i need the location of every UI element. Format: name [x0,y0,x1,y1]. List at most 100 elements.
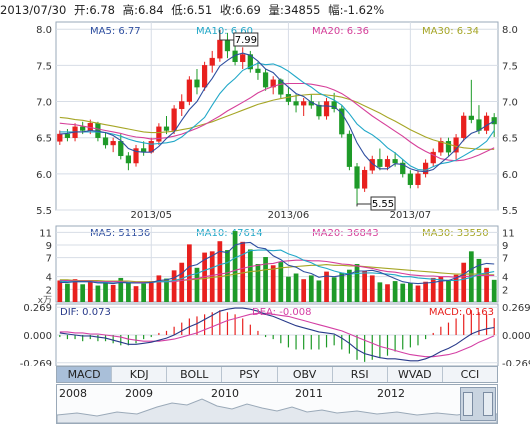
volume-bar-down [164,278,169,302]
volume-bar-down [392,281,398,302]
volume-bar-up [453,274,459,302]
volume-y-tick-left: 2 [46,285,52,296]
volume-bar-down [65,283,70,302]
timeline-grip-left[interactable] [463,392,473,416]
candle-up [384,159,391,167]
volume-bar-up [438,276,444,302]
volume-bar-down [255,264,261,302]
volume-bar-up [171,270,177,302]
volume-legend-ma30: MA30: 33550 [422,228,489,239]
volume-bar-up [324,271,329,302]
volume-bar-up [415,285,421,302]
volume-legend-ma20: MA20: 36843 [312,228,379,239]
volume-bar-up [484,267,489,302]
timeline-grip-right[interactable] [483,392,493,416]
candle-down [262,72,269,88]
candle-up [323,101,330,117]
price-legend-ma10: MA10: 6.60 [196,26,253,37]
volume-bar-down [103,283,108,302]
macd-dea-legend: DEA: -0.008 [252,307,311,318]
timeline-year-2012: 2012 [377,387,405,400]
tab-rsi[interactable]: RSI [333,367,388,382]
volume-bar-down [308,275,314,302]
candle-down [339,108,345,135]
candle-down [392,159,398,164]
macd-dif-line [59,307,495,362]
candle-up [201,65,208,88]
timeline-overview-line [57,398,497,423]
price-legend-ma5: MA5: 6.77 [90,26,141,37]
price-x-tick: 2013/06 [268,210,310,221]
tab-cci[interactable]: CCI [460,368,480,381]
price-y-tick-right: 7.0 [502,98,518,109]
candle-up [186,79,192,102]
price-y-tick-left: 5.5 [36,206,52,217]
candle-up [179,101,185,110]
candle-down [194,79,200,88]
tab-kdj[interactable]: KDJ [112,367,168,382]
change-value: -1.62% [343,3,385,17]
candle-down [125,155,132,164]
candle-down [80,126,86,131]
macd-y-tick-left: 0.000 [23,331,52,342]
quote-date: 2013/07/30 [0,3,67,17]
volume-bar-down [225,250,230,302]
candle-down [491,117,497,125]
volume-bar-down [141,283,147,302]
indicator-tabs: MACD KDJ BOLL PSY OBV RSI WVAD CCI [56,366,498,383]
price-y-tick-left: 7.5 [36,61,52,72]
candle-down [95,122,101,138]
macd-value-legend: MACD: 0.163 [429,307,494,318]
volume-bar-up [423,281,428,302]
volume-bar-up [186,244,192,302]
quote-header: 2013/07/30 开:6.78 高:6.84 低:6.51 收:6.69 量… [0,0,530,20]
price-legend-ma20: MA20: 6.36 [312,26,369,37]
high-value: 6.84 [137,3,164,17]
tab-obv[interactable]: OBV [278,367,333,382]
volume-y-tick-left: 9 [46,241,52,252]
candle-down [255,68,261,73]
volume-legend-ma10: MA10: 47614 [196,228,263,239]
candle-up [110,141,116,146]
timeline-year-2009: 2009 [125,387,153,400]
volume-bar-down [118,277,124,302]
low-marker-box [370,196,396,211]
candle-up [270,79,276,88]
tab-psy[interactable]: PSY [222,367,278,382]
tab-macd[interactable]: MACD [57,367,113,382]
candle-down [331,101,337,110]
volume-bar-up [156,275,162,302]
volume-y-tick-right: 2 [502,285,508,296]
candle-down [468,115,474,120]
timeline-range-handle[interactable] [460,387,496,421]
price-y-tick-left: 6.5 [36,134,52,145]
candle-down [163,126,170,131]
volume-bar-down [347,269,352,302]
volume-label: 量: [268,3,284,17]
candle-down [377,159,383,167]
high-marker-box [233,32,259,47]
volume-bar-down [491,279,497,302]
volume-legend-ma5: MA5: 51136 [90,228,150,239]
close-label: 收: [219,3,236,17]
candle-down [102,137,109,146]
tab-wvad[interactable]: WVAD [388,367,443,382]
macd-y-tick-right: -0.269 [502,359,530,366]
volume-y-tick-right: 9 [502,241,508,252]
volume-bar-up [72,279,78,302]
price-y-tick-right: 5.5 [502,206,518,217]
candle-up [301,101,307,106]
candle-down [445,141,452,153]
candle-up [422,162,429,175]
candle-up [57,133,63,142]
open-value: 6.78 [89,3,115,17]
volume-ma30-line [59,264,495,283]
tab-boll[interactable]: BOLL [167,367,223,382]
volume-bar-down [331,277,337,302]
volume-bar-up [87,281,93,302]
candle-down [346,133,353,167]
chart-canvas[interactable]: 8.0 8.0 7.5 7.5 7.0 7.0 6.5 6.5 6.0 6.0 5.5 5.5 2013… [0,0,530,366]
timeline-navigator[interactable]: 2008 2009 2010 2011 2012 201 [56,384,498,424]
candle-up [156,126,162,142]
